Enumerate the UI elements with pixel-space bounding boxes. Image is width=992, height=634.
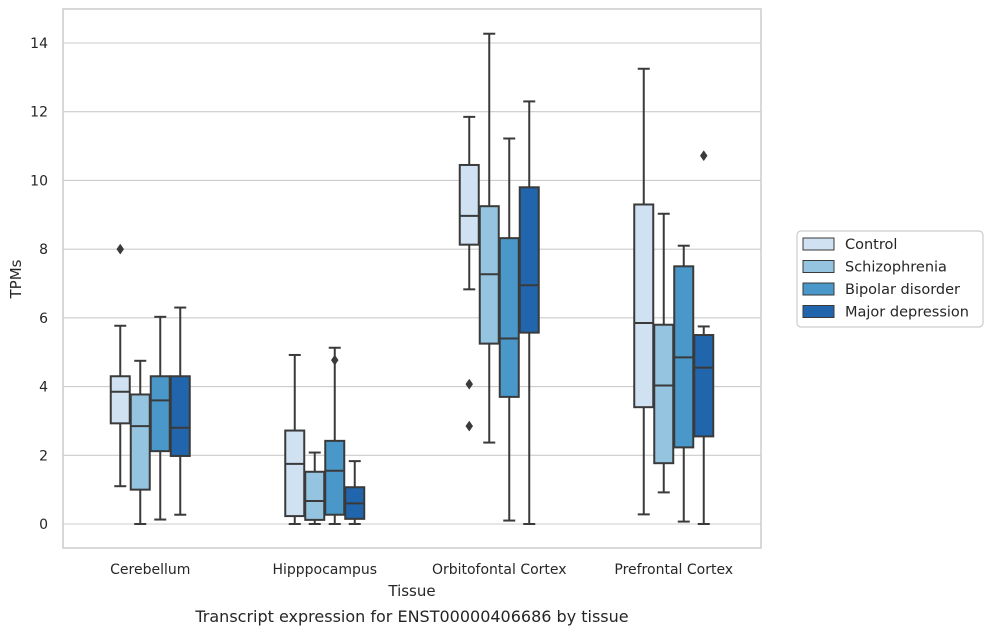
y-tick-label: 4 [39,380,48,396]
y-tick-labels: 0 2 4 6 8 10 12 14 [30,36,48,533]
box-bipolar-disorder [324,346,346,525]
y-tick-label: 14 [30,36,48,52]
box-iqr [693,334,715,438]
y-tick-label: 0 [39,517,48,533]
y-tick-label: 6 [39,311,48,327]
box-major-depression [344,460,366,525]
box-schizophrenia [129,359,151,525]
box-iqr [149,375,171,453]
legend-swatch [802,237,835,251]
box-control [458,115,480,432]
legend-label: Major depression [845,305,969,321]
legend-label: Schizophrenia [845,260,947,276]
plot-frame [62,8,762,549]
box-schizophrenia [478,32,500,444]
y-tick-label: 10 [30,173,48,189]
box-schizophrenia [653,212,675,494]
y-axis-label: TPMs [7,259,25,299]
y-tick-label: 12 [30,105,48,121]
chart-caption: Transcript expression for ENST0000040668… [194,607,628,626]
box-control [109,243,131,488]
plot-border [62,8,762,549]
box-schizophrenia [304,451,326,525]
box-major-depression [518,100,540,525]
boxes-layer [109,32,715,525]
box-iqr [633,203,655,409]
box-iqr [498,237,520,398]
legend-box [796,230,984,328]
box-major-depression [693,150,715,525]
legend-swatch [802,282,835,296]
y-tick-label: 2 [39,448,48,464]
box-iqr [458,163,480,246]
box-control [633,67,655,516]
legend-label: Control [845,237,897,253]
legend-swatch [802,260,835,273]
outlier-point [330,354,339,366]
box-bipolar-disorder [673,244,695,523]
x-tick-labels: Cerebellum Hipppocampus Orbitofontal Corte… [110,562,733,578]
x-tick-label: Cerebellum [110,562,190,578]
box-control [284,353,306,525]
box-iqr [109,375,131,425]
x-tick-label: Hipppocampus [272,562,377,578]
box-iqr [169,375,191,457]
box-major-depression [169,306,191,516]
outlier-point [116,243,125,255]
box-iqr [518,186,540,334]
box-iqr [284,429,306,518]
legend-swatch [802,305,835,318]
box-iqr [324,439,346,516]
outlier-point [465,378,474,390]
box-iqr [304,470,326,521]
legend: Control Schizophrenia Bipolar disorder Majo… [796,230,984,328]
box-bipolar-disorder [498,137,520,522]
x-tick-label: Prefrontal Cortex [614,562,733,578]
x-tick-label: Orbitofontal Cortex [432,562,567,578]
box-bipolar-disorder [149,315,171,521]
box-iqr [653,323,675,465]
outlier-point [699,150,708,162]
x-axis-label: Tissue [387,582,435,600]
outlier-point [465,420,474,432]
legend-label: Bipolar disorder [845,282,960,298]
y-tick-label: 8 [39,242,48,258]
box-iqr [129,393,151,491]
